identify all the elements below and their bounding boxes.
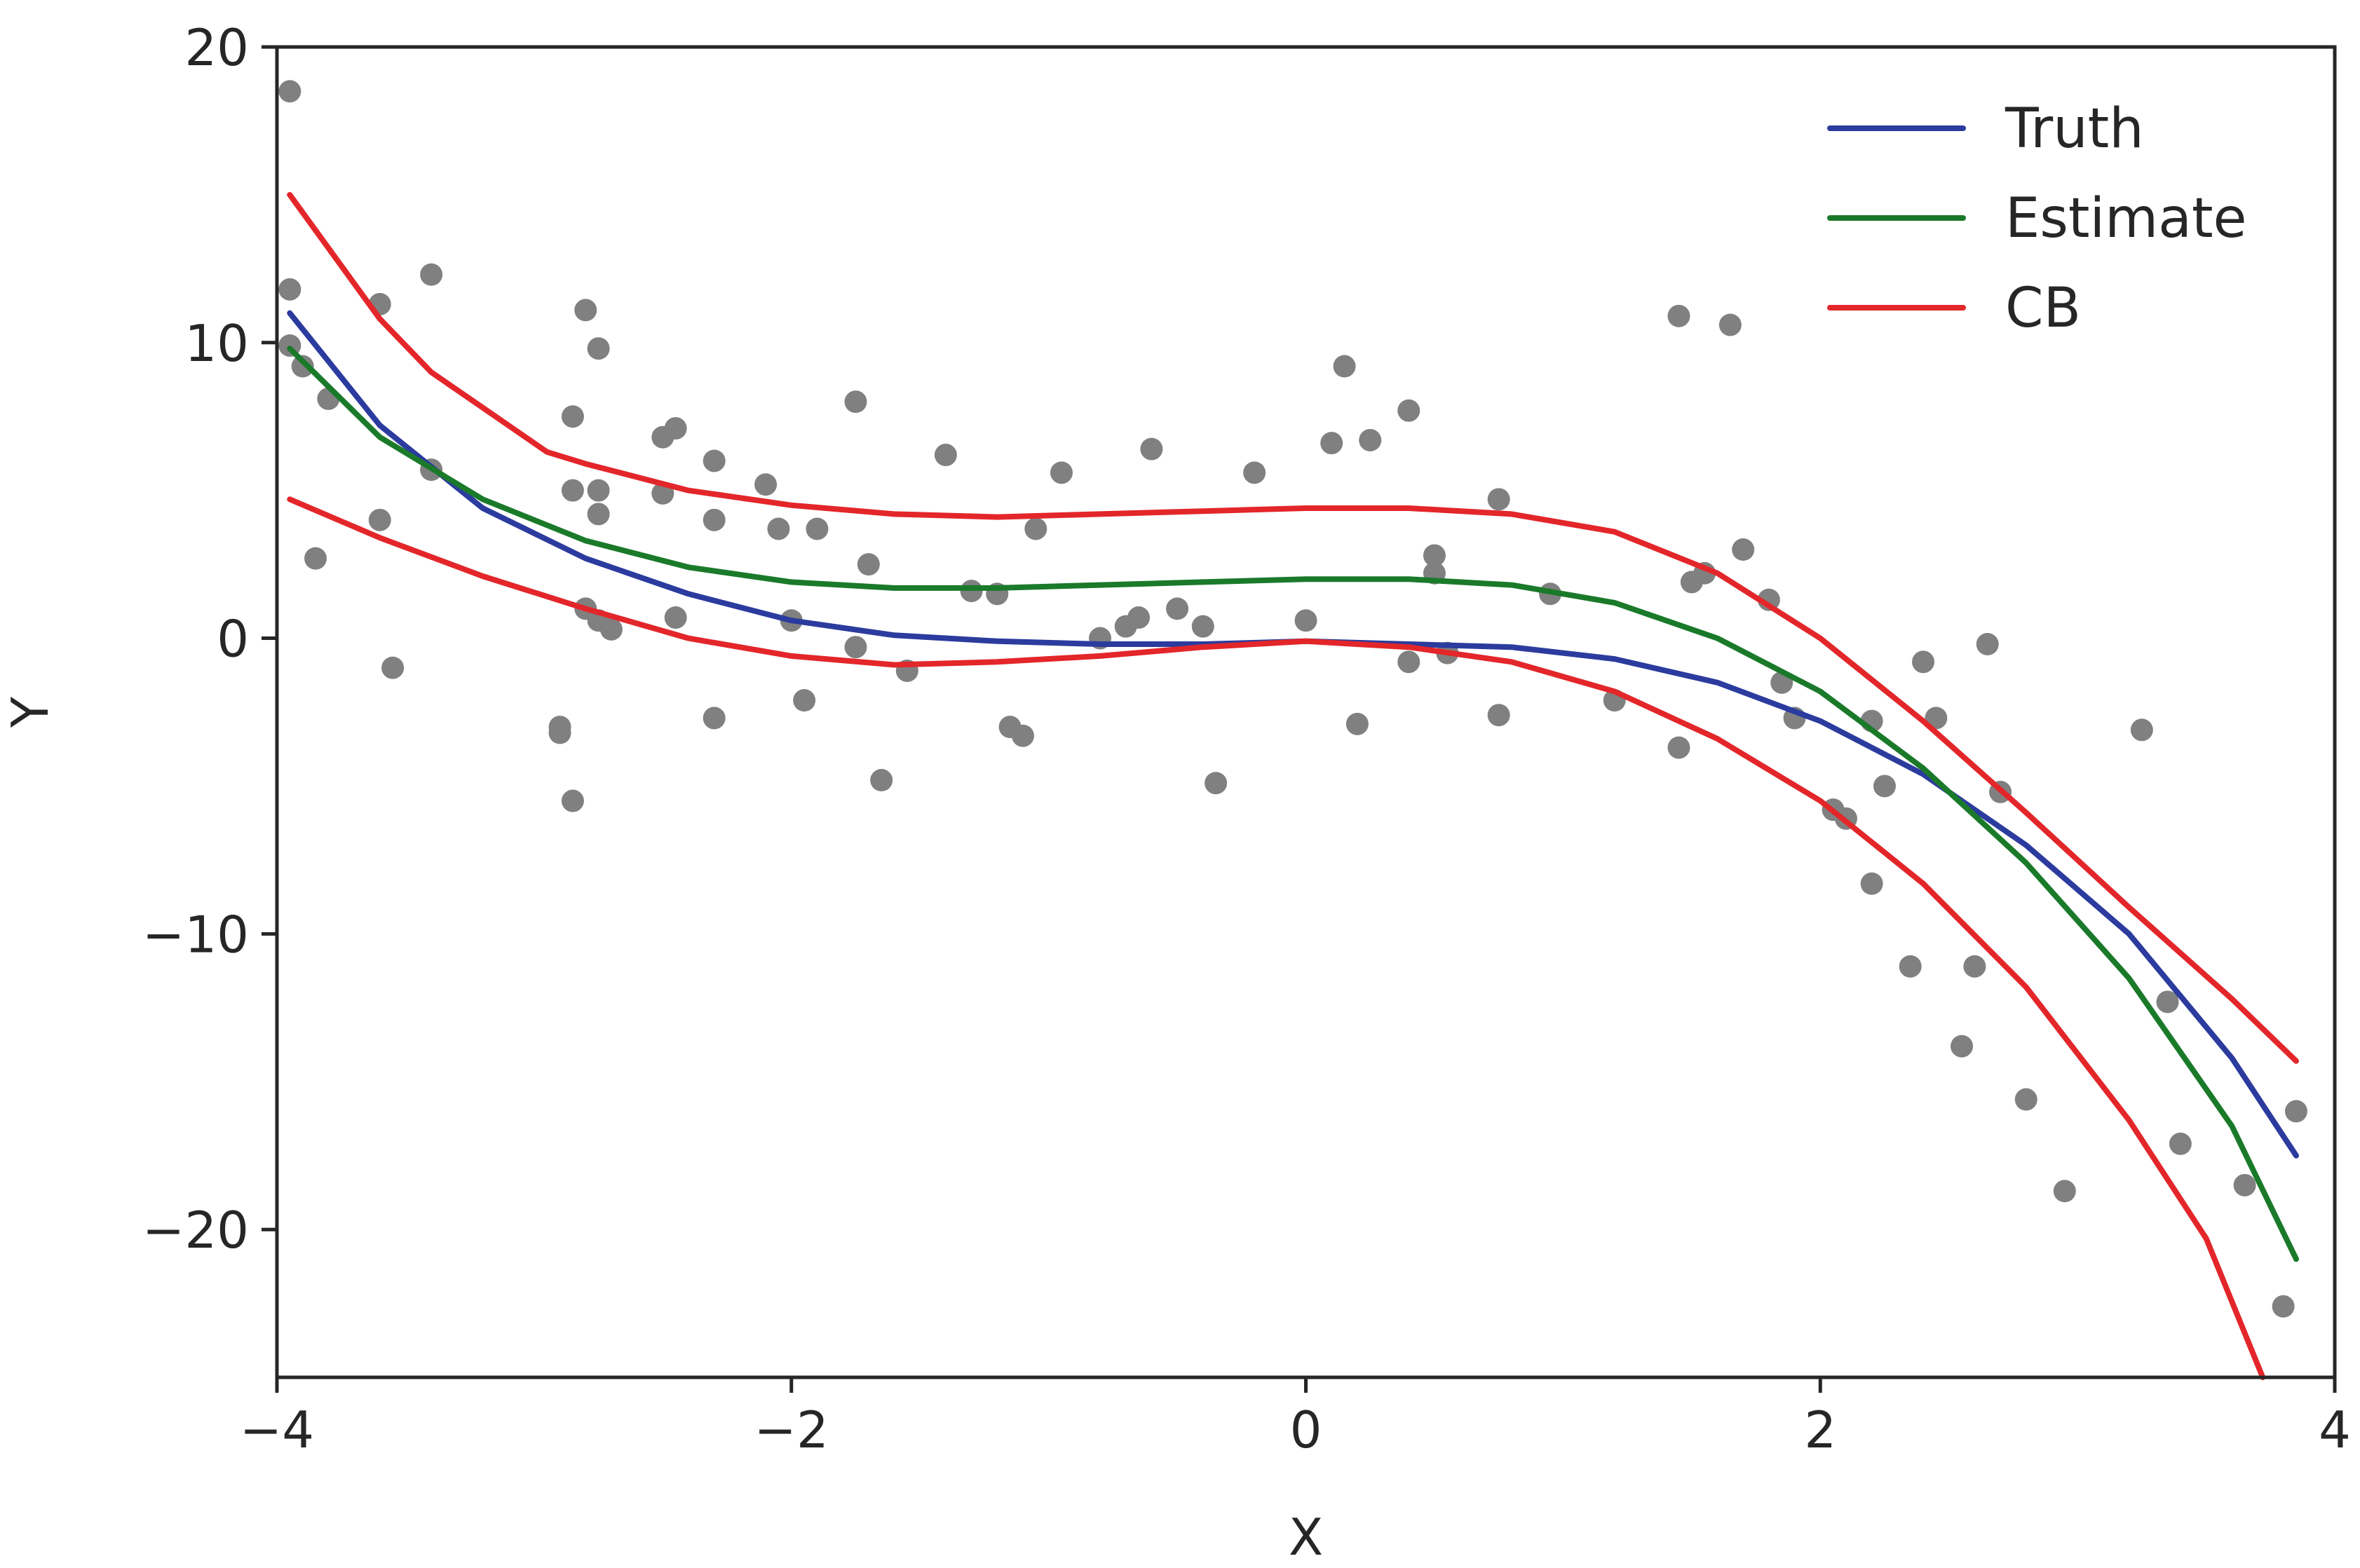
scatter-points [278,80,2307,1318]
y-tick-label: 0 [217,610,249,669]
data-point [587,503,610,526]
x-tick-label: 0 [1290,1400,1322,1459]
data-point [420,263,443,286]
data-point [1397,650,1420,674]
data-point [1487,488,1510,511]
data-point [2284,1100,2307,1123]
series-lines [287,191,2299,1380]
series-line-estimate [287,346,2299,1262]
data-point [561,479,584,502]
data-point [2130,718,2153,742]
data-point [664,417,687,440]
data-point [587,337,610,360]
data-point [304,547,327,570]
data-point [1205,772,1228,795]
data-point [561,789,584,812]
data-point [1191,615,1214,638]
data-point [806,517,829,540]
data-point [703,508,726,531]
legend-label: CB [2005,277,2081,340]
data-point [1951,1035,1974,1058]
data-point [1976,632,1999,655]
data-point [2169,1132,2192,1155]
data-point [844,636,867,659]
data-point [703,707,726,730]
data-point [1899,955,1922,978]
data-point [960,580,983,603]
data-point [1011,724,1034,747]
series-line-cb-lower [287,496,2266,1380]
data-point [278,278,301,301]
data-point [1243,461,1266,484]
data-point [2053,1180,2076,1203]
legend-label: Estimate [2005,187,2247,250]
data-point [599,618,623,641]
y-tick-label: −20 [142,1201,249,1260]
x-tick-label: 2 [1804,1400,1836,1459]
data-point [1667,736,1690,759]
data-point [2272,1295,2295,1318]
legend-label: Truth [2005,97,2144,161]
data-point [1294,609,1317,632]
data-point [1050,461,1073,484]
data-point [1024,517,1047,540]
data-point [793,689,816,712]
data-point [1667,304,1690,327]
data-point [1963,955,1986,978]
x-tick-label: −4 [240,1400,314,1459]
data-point [1127,606,1151,629]
y-axis-label: Y [1,696,60,728]
data-point [561,405,584,428]
data-point [703,449,726,472]
data-point [1873,775,1896,798]
y-axis-ticks: 20 10 0 −10 −20 [142,18,277,1260]
data-point [934,444,957,467]
data-point [2156,990,2179,1014]
data-point [574,299,597,322]
y-tick-label: −10 [142,905,249,964]
data-point [1912,650,1934,674]
data-point [278,80,301,103]
data-point [754,473,778,496]
data-point [1732,538,1755,561]
x-axis-label: X [1289,1508,1323,1567]
data-point [1333,355,1356,378]
data-point [1345,712,1369,735]
data-point [870,769,893,792]
x-tick-label: −2 [754,1400,829,1459]
data-point [381,656,405,679]
data-point [767,517,790,540]
data-point [1140,437,1163,461]
data-point [2233,1173,2256,1197]
y-tick-label: 10 [184,314,249,373]
legend: Truth Estimate CB [1827,97,2247,340]
x-tick-label: 4 [2319,1400,2351,1459]
data-point [664,606,687,629]
data-point [1166,597,1189,620]
series-line-cb [287,191,2299,1064]
data-point [844,390,867,414]
data-point [1320,432,1343,455]
series-line-truth [287,310,2299,1159]
x-axis-ticks: −4 −2 0 2 4 [240,1377,2351,1459]
data-point [1925,707,1948,730]
data-point [368,508,391,531]
data-point [587,479,610,502]
data-point [1397,399,1420,422]
data-point [1487,704,1510,727]
y-tick-label: 20 [184,18,249,77]
data-point [1423,544,1446,567]
data-point [2014,1088,2037,1111]
data-point [1359,428,1382,451]
data-point [548,721,571,744]
data-point [1718,313,1742,336]
data-point [1860,872,1883,895]
data-point [857,553,880,576]
data-point [291,355,314,378]
